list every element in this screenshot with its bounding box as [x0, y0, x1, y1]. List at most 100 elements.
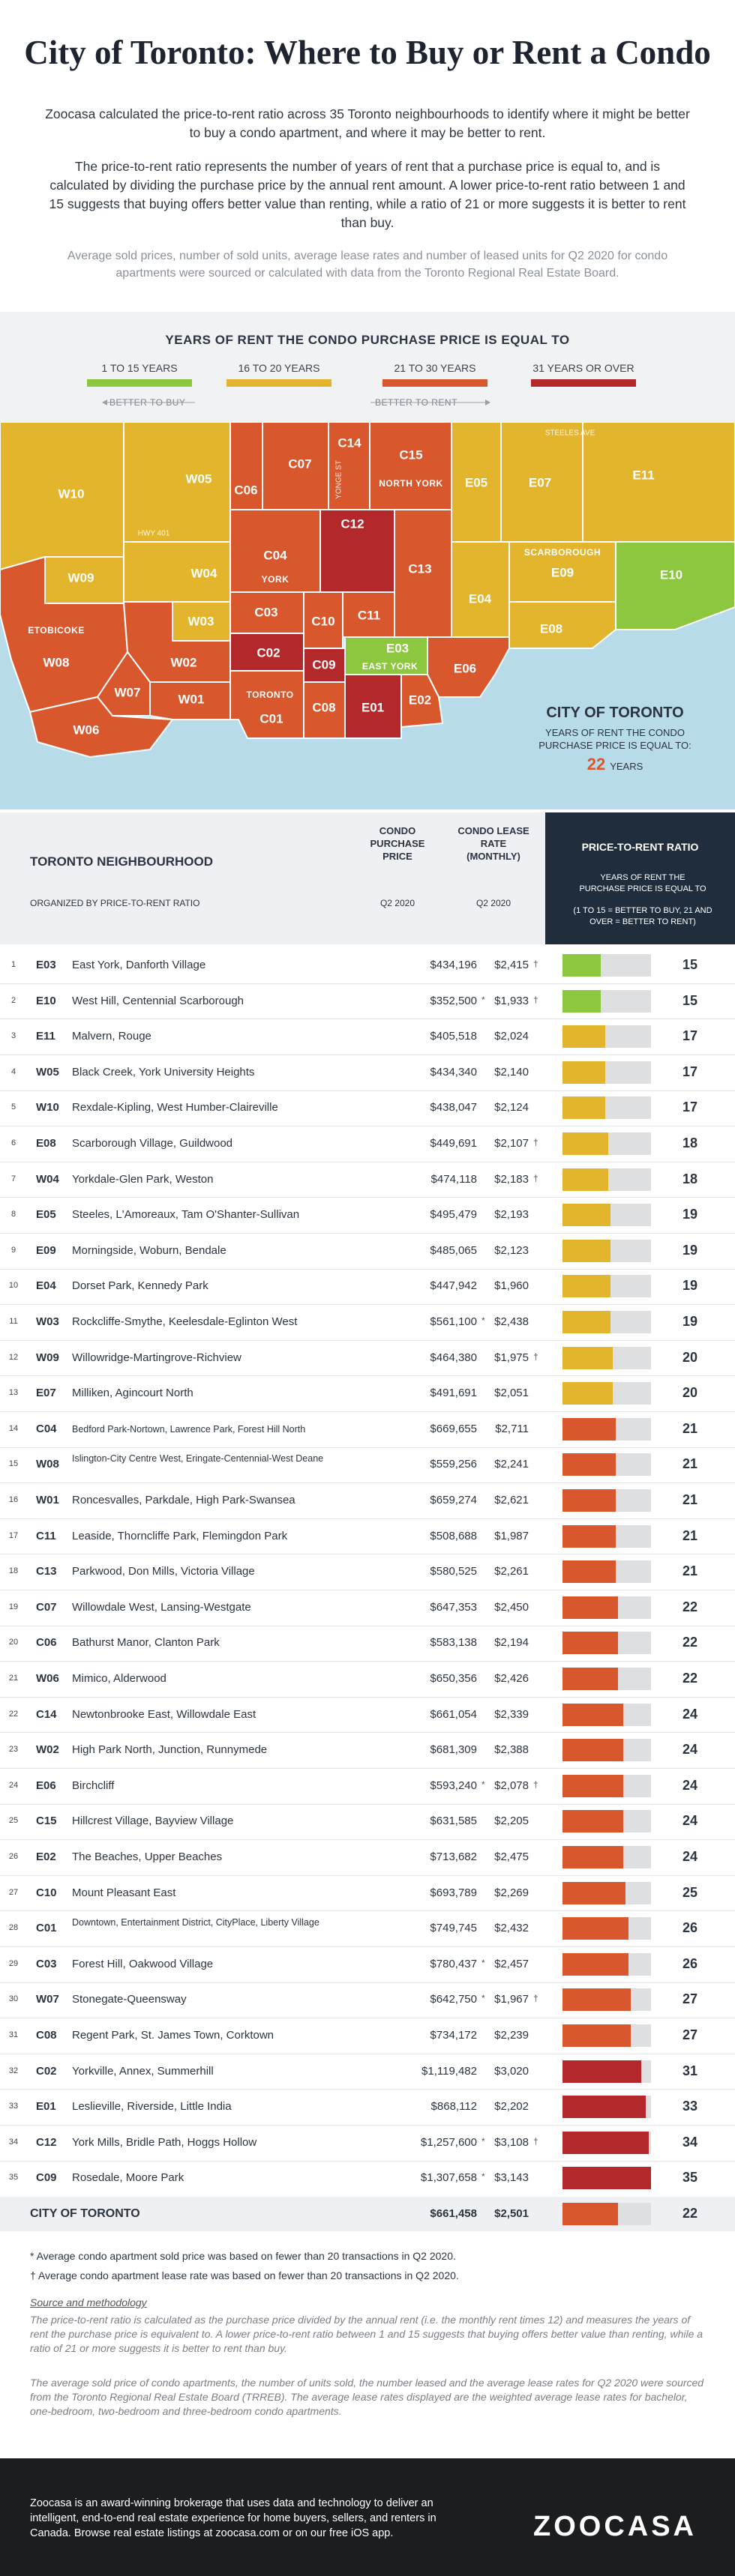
bar — [562, 1275, 611, 1298]
bar — [562, 1204, 611, 1227]
rank: 11 — [9, 1317, 18, 1326]
region-code: E01 — [362, 700, 384, 714]
code: E07 — [36, 1387, 56, 1400]
ratio-value: 21 — [682, 1456, 698, 1472]
ratio-value: 24 — [682, 1706, 698, 1722]
neighbourhood: Yorkdale-Glen Park, Weston — [72, 1172, 214, 1186]
neighbourhood: Roncesvalles, Parkdale, High Park-Swanse… — [72, 1494, 296, 1506]
header-sub: (1 TO 15 = BETTER TO BUY, 21 AND OVER = … — [573, 906, 712, 926]
rank: 32 — [8, 2066, 19, 2075]
lease: $2,194 — [494, 1636, 529, 1650]
ratio-value: 25 — [682, 1884, 698, 1900]
row-separator — [0, 1696, 735, 1698]
table-header — [0, 812, 545, 944]
row-separator — [0, 2160, 735, 2162]
ratio-header — [545, 812, 735, 944]
source-paragraph: The average sold price of condo apartmen… — [30, 2377, 704, 2417]
price: $593,240 — [430, 1779, 477, 1792]
code: C09 — [36, 2171, 57, 2185]
lease: $2,475 — [494, 1850, 529, 1863]
ratio-value: 26 — [682, 1920, 698, 1936]
rank: 17 — [8, 1530, 19, 1540]
arrow-head — [485, 399, 490, 405]
row-separator — [0, 1803, 735, 1805]
area-label: TORONTO — [246, 690, 293, 700]
lease: $2,426 — [494, 1672, 529, 1685]
legend-swatch — [226, 379, 332, 387]
legend-label: 21 TO 30 YEARS — [394, 362, 476, 374]
bar — [562, 1061, 606, 1084]
price: $449,691 — [430, 1137, 477, 1150]
header: TORONTO NEIGHBOURHOOD — [30, 854, 213, 869]
region-code: C07 — [288, 456, 311, 471]
rank: 29 — [8, 1958, 19, 1968]
code: E08 — [36, 1137, 56, 1150]
row-separator — [0, 1982, 735, 1983]
neighbourhood: Hillcrest Village, Bayview Village — [72, 1815, 234, 1828]
neighbourhood: Bathurst Manor, Clanton Park — [72, 1636, 220, 1650]
ratio-value: 34 — [682, 2134, 698, 2150]
region-code: E08 — [540, 621, 562, 636]
price: $734,172 — [430, 2029, 477, 2042]
region-code: E07 — [529, 475, 551, 489]
price: $352,500 — [430, 994, 477, 1007]
area-label: YORK — [262, 574, 290, 585]
road-label: HWY 401 — [138, 530, 170, 538]
rank: 1 — [10, 960, 16, 969]
row-separator — [0, 1233, 735, 1234]
neighbourhood: East York, Danforth Village — [72, 959, 206, 971]
price: $1,257,600 — [420, 2135, 477, 2149]
ratio-value: 20 — [682, 1349, 698, 1365]
price: $405,518 — [430, 1030, 477, 1043]
region-code: C10 — [311, 614, 334, 628]
row-separator — [0, 983, 735, 984]
lease-note: † — [533, 1993, 538, 2004]
rank: 18 — [8, 1566, 19, 1576]
neighbourhood: Islington-City Centre West, Eringate-Cen… — [72, 1453, 324, 1465]
lease: $1,987 — [494, 1529, 529, 1542]
region-code: E10 — [660, 567, 682, 582]
region-code: C11 — [358, 608, 380, 622]
region-code: W01 — [178, 692, 205, 706]
area-label: SCARBOROUGH — [524, 547, 601, 558]
code: W04 — [36, 1172, 59, 1186]
price: $583,138 — [430, 1636, 477, 1650]
code: W08 — [36, 1458, 59, 1471]
lease-note: † — [533, 1779, 538, 1790]
rank: 35 — [8, 2173, 19, 2183]
ratio-value: 33 — [682, 2099, 698, 2114]
region-code: W10 — [58, 486, 85, 501]
total-price: $661,458 — [430, 2207, 477, 2220]
lease-note: † — [533, 1137, 538, 1147]
region-code: C03 — [254, 605, 278, 619]
rank: 21 — [8, 1674, 19, 1683]
lease: $2,140 — [494, 1065, 529, 1079]
rank: 22 — [8, 1709, 19, 1719]
ratio-value: 17 — [682, 1100, 698, 1115]
code: C04 — [36, 1422, 57, 1435]
map-region — [344, 674, 402, 739]
bar — [562, 1739, 623, 1762]
row-separator — [0, 1482, 735, 1484]
code: E05 — [36, 1208, 56, 1222]
header: CONDO PURCHASE PRICE — [370, 825, 425, 862]
price: $669,655 — [430, 1422, 477, 1435]
row-separator — [0, 2125, 735, 2126]
ratio-value: 27 — [682, 1991, 698, 2007]
price: $464,380 — [430, 1351, 477, 1364]
neighbourhood: Leslieville, Riverside, Little India — [72, 2100, 232, 2114]
region-code: W05 — [186, 471, 212, 486]
lease: $3,020 — [494, 2064, 529, 2078]
neighbourhood: Stonegate-Queensway — [72, 1993, 187, 2006]
price-note: * — [482, 994, 485, 1005]
ratio-value: 19 — [682, 1278, 698, 1294]
legend-swatch — [382, 379, 488, 387]
row-separator — [0, 1411, 735, 1412]
map-summary: CITY OF TORONTO YEARS OF RENT THE CONDO … — [518, 705, 712, 774]
neighbourhood: Scarborough Village, Guildwood — [72, 1137, 233, 1150]
header-sub: YEARS OF RENT THE PURCHASE PRICE IS EQUA… — [579, 873, 706, 893]
bar — [562, 1632, 619, 1655]
bar — [562, 2131, 649, 2154]
legend-title: YEARS OF RENT THE CONDO PURCHASE PRICE I… — [165, 333, 570, 347]
bar — [562, 2024, 632, 2047]
